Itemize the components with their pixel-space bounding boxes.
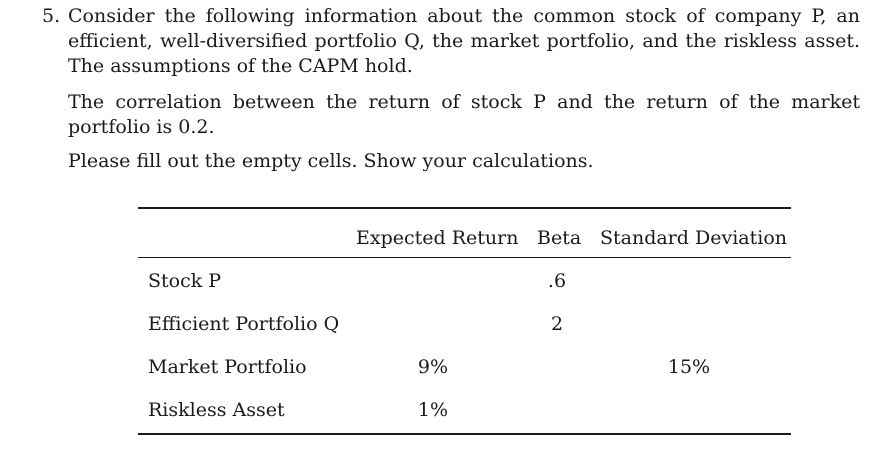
header-beta: Beta [537, 227, 582, 249]
table-bottom-rule [138, 433, 791, 435]
cell-expected-return: 1% [417, 399, 449, 421]
header-expected-return: Expected Return [356, 227, 519, 249]
row-label-efficient-portfolio-q: Efficient Portfolio Q [148, 313, 340, 335]
question-instruction: Please fill out the empty cells. Show yo… [68, 150, 594, 172]
cell-beta: .6 [547, 270, 567, 292]
cell-standard-deviation: 15% [667, 356, 711, 378]
table-header-rule [138, 257, 791, 258]
table-top-rule [138, 207, 791, 209]
header-standard-deviation: Standard Deviation [600, 227, 787, 249]
question-number: 5. [42, 5, 61, 27]
row-label-market-portfolio: Market Portfolio [148, 356, 307, 378]
question-correlation-note: The correlation between the return of st… [68, 91, 860, 138]
cell-expected-return: 9% [417, 356, 449, 378]
row-label-stock-p: Stock P [148, 270, 222, 292]
cell-beta: 2 [550, 313, 564, 335]
row-label-riskless-asset: Riskless Asset [148, 399, 285, 421]
question-intro: Consider the following information about… [68, 5, 860, 77]
